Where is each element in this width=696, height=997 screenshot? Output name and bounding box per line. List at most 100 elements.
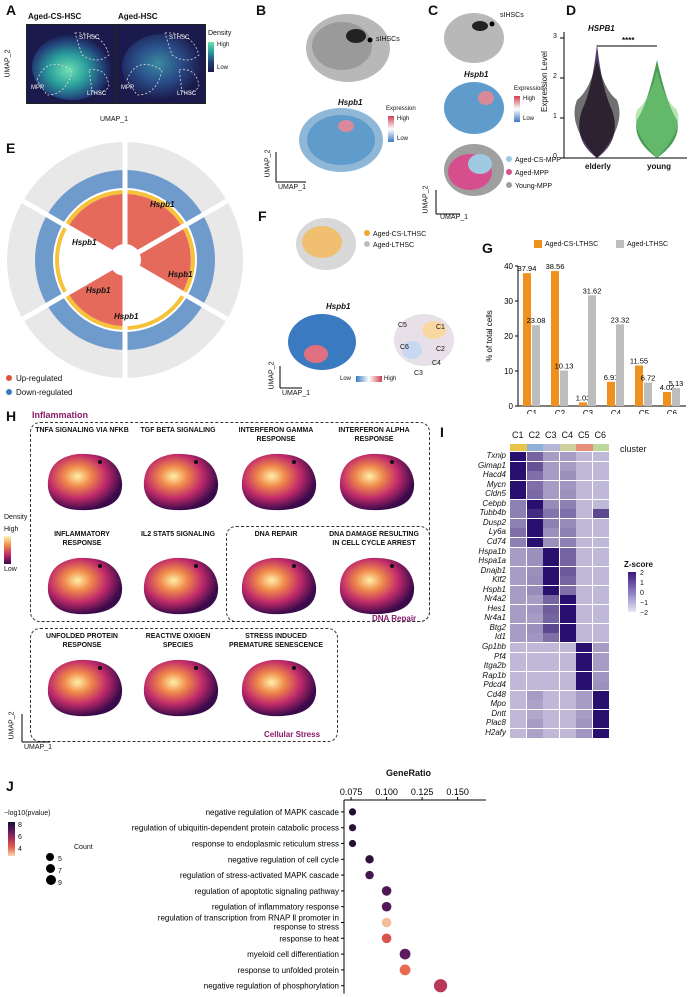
h-density-map (339, 557, 415, 615)
b-axes (275, 152, 306, 183)
h-map-title: REACTIVE OXIGEN SPECIES (145, 633, 211, 649)
c-legend-label: Aged-CS-MPP (515, 157, 561, 164)
i-heat-cell (592, 452, 609, 462)
i-heat-cell (526, 461, 543, 471)
i-heat-cell (559, 681, 576, 691)
j-legend-count: 5 7 9 (46, 853, 62, 887)
g-legend-label-1: Aged-CS-LTHSC (545, 240, 599, 248)
i-heat-cell (526, 557, 543, 567)
g-bar (588, 295, 596, 406)
i-cluster-bar (510, 444, 527, 451)
f-umap-groups (296, 218, 356, 270)
f-xaxis: UMAP_1 (282, 390, 311, 397)
c-legend-bar (514, 96, 520, 122)
i-row-label: Dusp2 (482, 517, 506, 527)
i-row-label: Cldn5 (485, 489, 506, 499)
i-heat-cell (543, 652, 559, 662)
i-heat-cell (592, 490, 609, 500)
i-heat-cell (543, 528, 559, 538)
h-map-title: DNA REPAIR (254, 531, 298, 538)
h-map-shape (241, 659, 317, 717)
i-heat-cell (526, 537, 543, 547)
h-map-title: TNFA SIGNALING VIA NFKB (35, 427, 129, 434)
j-count-item: 7 (46, 864, 62, 875)
i-heat-cell (510, 700, 526, 710)
i-row-label: Gp1bb (481, 642, 506, 651)
i-heat-cell (510, 452, 526, 462)
g-bar-value-label: 4.02 (660, 383, 675, 392)
i-legend-bar (628, 572, 636, 612)
d-group-young: young (647, 162, 671, 171)
i-heat-cell (592, 652, 609, 662)
i-heat-cell (559, 471, 576, 481)
f-axes (279, 366, 302, 389)
i-heat-cell (526, 728, 543, 738)
h-map-shape (143, 453, 219, 511)
i-cluster-bar (559, 444, 576, 451)
i-row-label: Ly6a (488, 527, 506, 537)
i-heat-cell (559, 452, 576, 462)
i-heat-cell (592, 480, 609, 490)
i-row-label: Mycn (486, 479, 506, 489)
i-heat-cell (559, 547, 576, 557)
j-dot (399, 948, 411, 960)
i-heat-cell (592, 700, 609, 710)
i-heat-cell (592, 643, 609, 653)
h-xaxis: UMAP_1 (24, 744, 53, 751)
h-density-map (143, 453, 219, 511)
c-axes (435, 190, 460, 215)
c-legend-high: High (523, 96, 536, 102)
c-umap-groups (444, 144, 504, 196)
a-region-mpp-2: MPP (121, 85, 135, 91)
i-heat-cell (543, 452, 559, 462)
i-heat-cell (510, 595, 526, 605)
b-xaxis: UMAP_1 (278, 184, 307, 191)
i-heat-cell (576, 509, 592, 519)
h-box-stress (30, 628, 338, 742)
g-bar-value-label: 23.08 (527, 316, 546, 325)
i-heat-cell (592, 528, 609, 538)
f-legend-item: Aged-LTHSC (364, 241, 426, 252)
d-ytick-2: 2 (553, 73, 557, 80)
j-term-label: regulation of inflammatory response (212, 903, 340, 912)
i-heat-cell (592, 576, 609, 586)
i-heat-cell (576, 480, 592, 490)
i-heat-cell (559, 595, 576, 605)
c-legend-item: Aged-CS-MPP (506, 156, 561, 169)
i-legend-tick-1: 1 (640, 580, 644, 587)
a-region-mpp: MPP (31, 85, 45, 91)
j-term-label: negative regulation of phosphorylation (204, 982, 339, 991)
i-heat-cell (592, 461, 609, 471)
i-row-label: Cd48 (486, 689, 506, 699)
panel-label-g: G (482, 240, 493, 256)
i-col-label: C2 (528, 430, 541, 440)
h-density-map (143, 659, 219, 717)
i-heat-cell (510, 547, 526, 557)
f-legend-bar (356, 376, 382, 382)
j-xtick-label: 0.075 (340, 787, 363, 797)
i-row-label: Dntt (491, 708, 506, 718)
g-bar-value-label: 5.13 (669, 379, 684, 388)
i-col-label: C4 (561, 430, 574, 440)
f-cluster-c5: C5 (398, 322, 407, 329)
j-xtick-label: 0.125 (411, 787, 434, 797)
i-cluster-bar (576, 444, 593, 451)
b-legend-low: Low (397, 136, 409, 142)
h-density-map (241, 659, 317, 717)
i-heat-cell (526, 480, 543, 490)
i-heat-cell (543, 700, 559, 710)
i-heat-cell (526, 576, 543, 586)
i-heat-cell (526, 528, 543, 538)
i-heat-cell (510, 566, 526, 576)
i-row-label: Tubb4b (479, 508, 506, 518)
g-bar (616, 324, 624, 406)
i-heat-cell (543, 537, 559, 547)
i-heat-cell (526, 471, 543, 481)
h-box-dna (226, 526, 430, 622)
g-bar-value-label: 6.91 (604, 373, 619, 382)
j-legend-count-title: Count (74, 844, 93, 851)
i-heat-cell (592, 662, 609, 672)
g-legend-item-2: Aged-LTHSC (616, 240, 668, 248)
j-dot (381, 933, 392, 944)
panel-label-j: J (6, 778, 14, 794)
